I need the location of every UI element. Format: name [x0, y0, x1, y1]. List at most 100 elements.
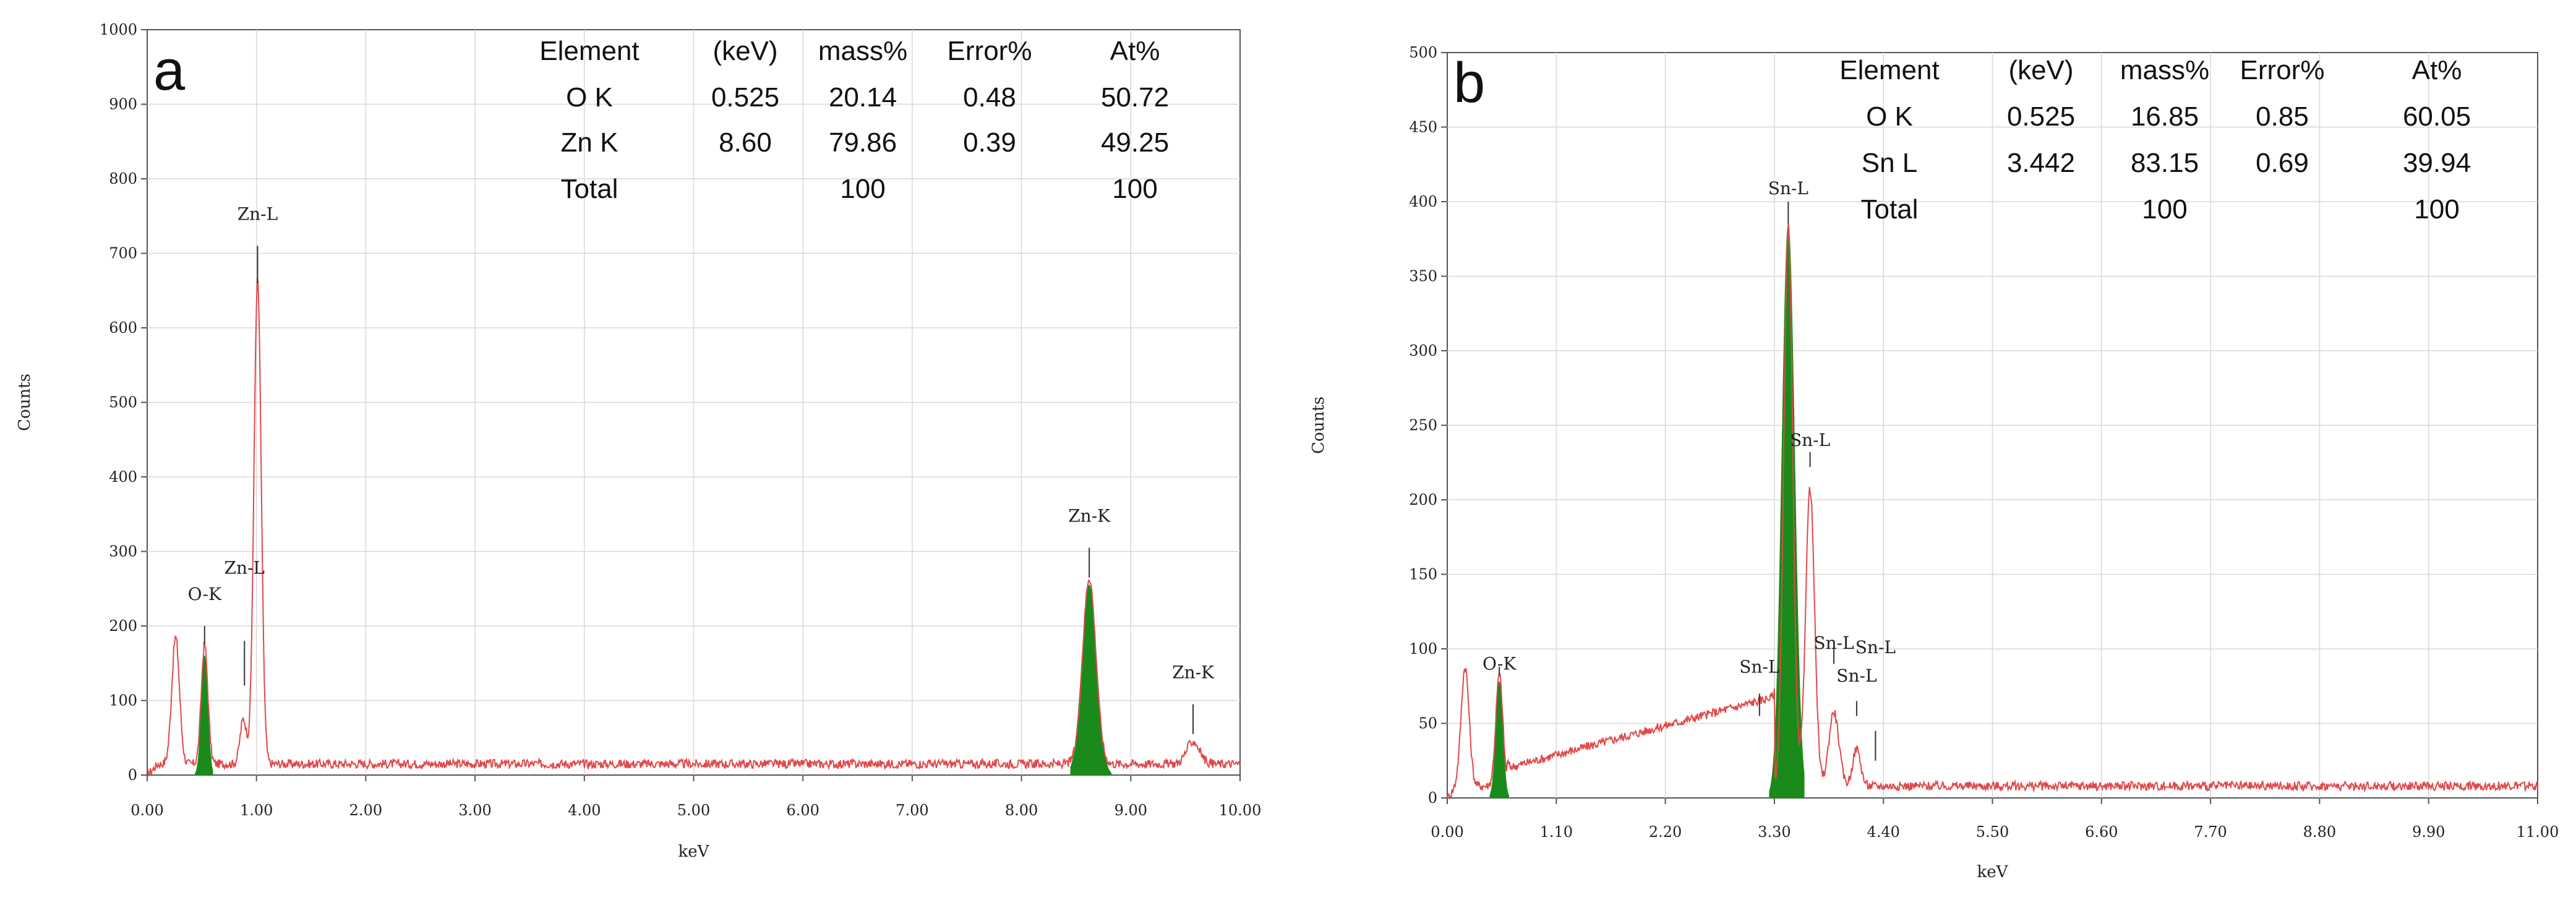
- x-tick-label: 7.70: [2194, 823, 2227, 841]
- table-cell: Total: [1861, 194, 1919, 225]
- table-cell: Sn L: [1862, 148, 1918, 178]
- table-cell: 79.86: [829, 127, 897, 158]
- peak-label: Sn-L: [1768, 178, 1808, 199]
- x-axis-label: keV: [678, 842, 710, 861]
- table-cell: 0.39: [963, 127, 1016, 158]
- x-axis-label: keV: [1977, 863, 2009, 881]
- table-cell: 100: [2414, 194, 2459, 225]
- y-tick-label: 500: [109, 394, 137, 411]
- table-cell: 8.60: [719, 127, 772, 158]
- table-cell: O K: [1866, 101, 1913, 132]
- y-tick-label: 800: [109, 170, 137, 187]
- table-cell: 83.15: [2131, 148, 2199, 178]
- peak-label: Zn-K: [1068, 505, 1111, 526]
- y-tick-label: 0: [1428, 789, 1437, 807]
- y-tick-label: 50: [1418, 715, 1437, 732]
- table-header: mass%: [818, 36, 907, 66]
- x-tick-label: 9.00: [1115, 802, 1147, 819]
- table-cell: Total: [561, 174, 618, 204]
- y-tick-label: 200: [109, 617, 137, 635]
- peak-label: Sn-L: [1855, 637, 1896, 658]
- table-cell: 3.442: [2007, 148, 2075, 178]
- filled-peak-o-k: [1489, 681, 1509, 799]
- table-header: Element: [539, 36, 639, 66]
- table-header: mass%: [2120, 55, 2209, 85]
- table-cell: 100: [1112, 174, 1157, 204]
- table-cell: 0.69: [2256, 148, 2309, 178]
- y-tick-label: 600: [109, 319, 137, 336]
- y-axis-label: Counts: [1309, 396, 1328, 454]
- y-tick-label: 450: [1409, 119, 1437, 136]
- table-cell: 100: [840, 174, 885, 204]
- table-cell: 16.85: [2131, 101, 2199, 132]
- peak-label: O-K: [188, 584, 222, 604]
- chart-panel-a: 0.00 1.00 2.00 3.00 4.00 5.00 6.00 7.00 8.00 9.00…: [15, 21, 1261, 861]
- peak-label: Zn-K: [1172, 662, 1215, 682]
- peak-label: O-K: [1483, 654, 1517, 674]
- table-header: At%: [2412, 55, 2462, 85]
- x-tick-label: 6.60: [2085, 823, 2118, 841]
- x-tick-label: 3.30: [1758, 823, 1791, 841]
- panel-label: a: [153, 39, 186, 102]
- y-tick-label: 900: [109, 96, 137, 113]
- x-tick-label: 3.00: [458, 802, 491, 819]
- table-cell: O K: [566, 82, 613, 113]
- peak-label: Sn-L: [1836, 666, 1876, 686]
- x-tick-label: 5.00: [677, 802, 710, 819]
- y-tick-label: 400: [1409, 193, 1437, 210]
- y-tick-label: 100: [1409, 640, 1437, 658]
- table-header: At%: [1110, 36, 1160, 66]
- x-tick-label: 8.80: [2303, 823, 2336, 841]
- x-tick-label: 4.00: [568, 802, 601, 819]
- panel-label: b: [1453, 51, 1485, 114]
- table-cell: 0.525: [711, 82, 779, 113]
- y-tick-label: 500: [1409, 44, 1437, 61]
- x-tick-label: 7.00: [896, 802, 928, 819]
- peak-label: Zn-L: [237, 204, 278, 224]
- table-cell: Zn K: [561, 127, 618, 158]
- table-header: Error%: [2240, 55, 2325, 85]
- y-tick-label: 300: [109, 543, 137, 560]
- spectrum-line: [1447, 223, 2538, 800]
- y-axis-label: Counts: [15, 374, 34, 431]
- filled-peak-o-k: [195, 655, 213, 776]
- table-header: Element: [1839, 55, 1939, 85]
- composition-table: Element (keV) mass% Error% At% O K 0.525 20.14 0…: [539, 36, 1169, 204]
- peak-label: Zn-L: [224, 558, 265, 578]
- x-tick-label: 6.00: [786, 802, 819, 819]
- x-tick-label: 0.00: [1431, 823, 1463, 841]
- x-tick-label: 10.00: [1219, 802, 1262, 819]
- y-tick-label: 350: [1409, 268, 1437, 285]
- composition-table: Element (keV) mass% Error% At% O K 0.525 16.85 0…: [1839, 55, 2471, 225]
- x-tick-label: 8.00: [1005, 802, 1038, 819]
- y-tick-label: 150: [1409, 566, 1437, 583]
- y-tick-label: 0: [128, 766, 137, 784]
- table-header: (keV): [2008, 55, 2073, 85]
- x-tick-label: 9.90: [2412, 823, 2445, 841]
- y-tick-label: 250: [1409, 417, 1437, 434]
- table-cell: 20.14: [829, 82, 897, 113]
- x-tick-label: 4.40: [1867, 823, 1899, 841]
- peak-label: Sn-L: [1790, 430, 1830, 450]
- y-tick-label: 200: [1409, 491, 1437, 508]
- table-cell: 0.525: [2007, 101, 2075, 132]
- spectrum-line: [147, 278, 1241, 777]
- x-tick-label: 5.50: [1976, 823, 2009, 841]
- table-cell: 100: [2142, 194, 2187, 225]
- table-cell: 39.94: [2403, 148, 2471, 178]
- x-tick-label: 1.00: [240, 802, 273, 819]
- chart-panel-b: 0.00 1.10 2.20 3.30 4.40 5.50 6.60 7.70 8.80 9.90…: [1309, 44, 2559, 881]
- x-tick-label: 11.00: [2517, 823, 2559, 841]
- peak-label: Sn-L: [1739, 657, 1779, 677]
- y-tick-label: 1000: [100, 21, 137, 38]
- table-header: (keV): [712, 36, 777, 66]
- y-tick-label: 400: [109, 468, 137, 486]
- table-cell: 50.72: [1101, 82, 1169, 113]
- table-cell: 0.85: [2256, 101, 2309, 132]
- y-tick-label: 700: [109, 245, 137, 262]
- x-tick-label: 2.20: [1649, 823, 1682, 841]
- x-tick-label: 1.10: [1540, 823, 1573, 841]
- table-cell: 49.25: [1101, 127, 1169, 158]
- peak-label: Sn-L: [1813, 633, 1854, 653]
